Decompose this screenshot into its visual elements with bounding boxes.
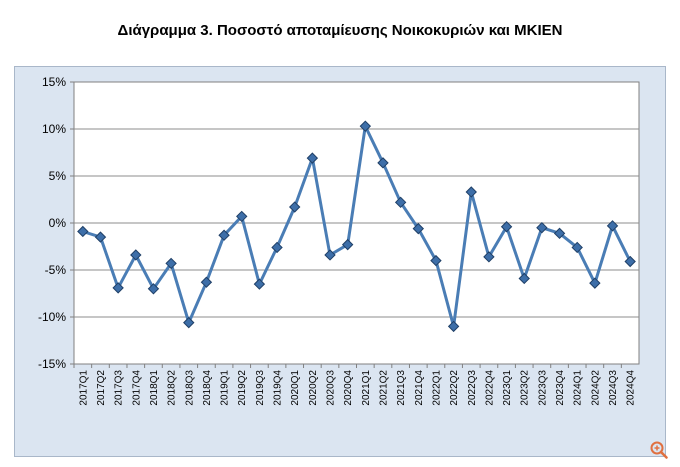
data-point <box>324 249 336 261</box>
data-point <box>271 241 283 254</box>
y-tick-label: 0% <box>49 216 67 230</box>
data-point <box>147 283 160 295</box>
x-tick-label: 2017Q4 <box>131 370 142 406</box>
x-tick-label: 2023Q2 <box>520 370 531 406</box>
x-tick-label: 2023Q1 <box>502 370 513 406</box>
x-tick-label: 2019Q3 <box>255 370 266 406</box>
data-point <box>306 152 319 164</box>
x-tick-label: 2021Q3 <box>396 370 407 406</box>
chart-title: Διάγραμμα 3. Ποσοστό αποταμίευσης Νοικοκ… <box>117 22 563 39</box>
x-tick-label: 2018Q1 <box>149 370 160 406</box>
data-point <box>288 201 301 213</box>
data-point <box>483 251 495 263</box>
data-point <box>571 241 583 254</box>
data-point <box>183 316 195 329</box>
y-tick-label: -15% <box>38 357 66 371</box>
data-point <box>394 196 407 209</box>
data-point <box>218 229 230 241</box>
x-tick-label: 2019Q1 <box>220 370 231 406</box>
x-tick-label: 2022Q4 <box>484 370 495 406</box>
x-tick-label: 2024Q4 <box>626 370 637 406</box>
data-point <box>94 231 107 243</box>
data-point <box>341 238 354 251</box>
x-axis-labels: 2017Q1 2017Q2 2017Q3 2017Q4 2018Q1 2018Q2 2018… <box>73 364 637 406</box>
x-tick-label: 2020Q4 <box>343 370 354 406</box>
x-tick-label: 2024Q1 <box>573 370 584 406</box>
data-point <box>536 221 548 234</box>
data-point <box>253 278 266 290</box>
data-point <box>130 249 142 261</box>
data-point <box>412 222 425 235</box>
x-tick-label: 2018Q4 <box>202 370 213 406</box>
x-tick-label: 2024Q3 <box>608 370 619 406</box>
data-point <box>518 272 530 285</box>
y-tick-label: -5% <box>45 263 67 277</box>
data-point <box>377 157 389 169</box>
y-tick-label: -10% <box>38 310 66 324</box>
x-tick-label: 2023Q4 <box>555 370 566 406</box>
y-tick-label: 15% <box>42 75 66 89</box>
x-tick-label: 2017Q1 <box>78 370 89 406</box>
data-point <box>606 220 619 232</box>
x-tick-label: 2022Q1 <box>431 370 442 406</box>
data-point <box>77 225 89 238</box>
data-point <box>359 120 372 132</box>
x-tick-label: 2023Q3 <box>537 370 548 406</box>
data-point <box>447 320 460 333</box>
x-tick-label: 2017Q2 <box>96 370 107 406</box>
x-tick-label: 2020Q3 <box>326 370 337 406</box>
data-point <box>624 255 636 268</box>
x-tick-label: 2021Q4 <box>414 370 425 406</box>
data-point <box>236 210 248 223</box>
x-tick-label: 2020Q1 <box>290 370 301 406</box>
x-tick-label: 2020Q2 <box>308 370 319 406</box>
y-tick-label: 5% <box>49 169 67 183</box>
x-tick-label: 2022Q3 <box>467 370 478 406</box>
x-tick-label: 2021Q2 <box>378 370 389 406</box>
data-point <box>500 221 513 233</box>
data-point <box>553 227 566 240</box>
series-markers <box>77 120 636 333</box>
x-tick-label: 2018Q3 <box>184 370 195 406</box>
x-tick-label: 2017Q3 <box>114 370 125 406</box>
y-axis-labels: 15% 10% 5% 0% -5% -10% -15% <box>38 75 66 371</box>
zoom-icon[interactable] <box>650 441 668 459</box>
x-tick-label: 2018Q2 <box>167 370 178 406</box>
x-tick-label: 2019Q2 <box>237 370 248 406</box>
x-tick-label: 2019Q4 <box>273 370 284 406</box>
data-point <box>430 254 442 267</box>
data-point <box>200 276 213 288</box>
data-point <box>112 282 124 294</box>
data-point <box>165 257 177 270</box>
x-tick-label: 2021Q1 <box>361 370 372 406</box>
data-point <box>589 277 601 289</box>
series-line <box>82 124 632 328</box>
y-tick-label: 10% <box>42 122 66 136</box>
data-point <box>465 186 477 198</box>
x-tick-label: 2024Q2 <box>590 370 601 406</box>
x-tick-label: 2022Q2 <box>449 370 460 406</box>
